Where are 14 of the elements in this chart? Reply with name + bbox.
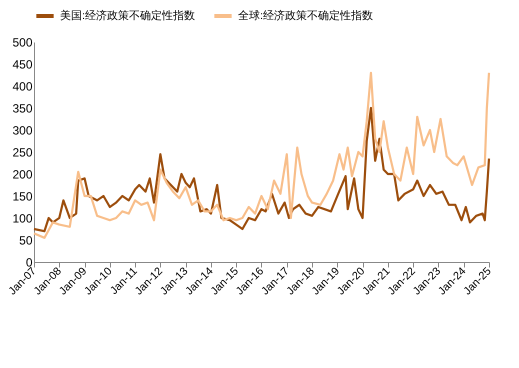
line-series [32, 106, 490, 232]
y-tick-label: 300 [12, 124, 33, 138]
legend-label: 全球:经济政策不确定性指数 [238, 9, 374, 22]
y-tick-label: 350 [12, 102, 33, 116]
line-series [32, 72, 490, 239]
y-tick-label: 500 [12, 36, 33, 50]
y-tick-label: 450 [12, 58, 33, 72]
y-tick-label: 400 [12, 80, 33, 94]
y-tick-label: 250 [12, 146, 33, 160]
y-tick-label: 50 [19, 234, 33, 248]
y-tick-label: 150 [12, 190, 33, 204]
legend-label: 美国:经济政策不确定性指数 [60, 9, 196, 22]
y-tick-label: 100 [12, 212, 33, 226]
y-tick-label: 200 [12, 168, 33, 182]
